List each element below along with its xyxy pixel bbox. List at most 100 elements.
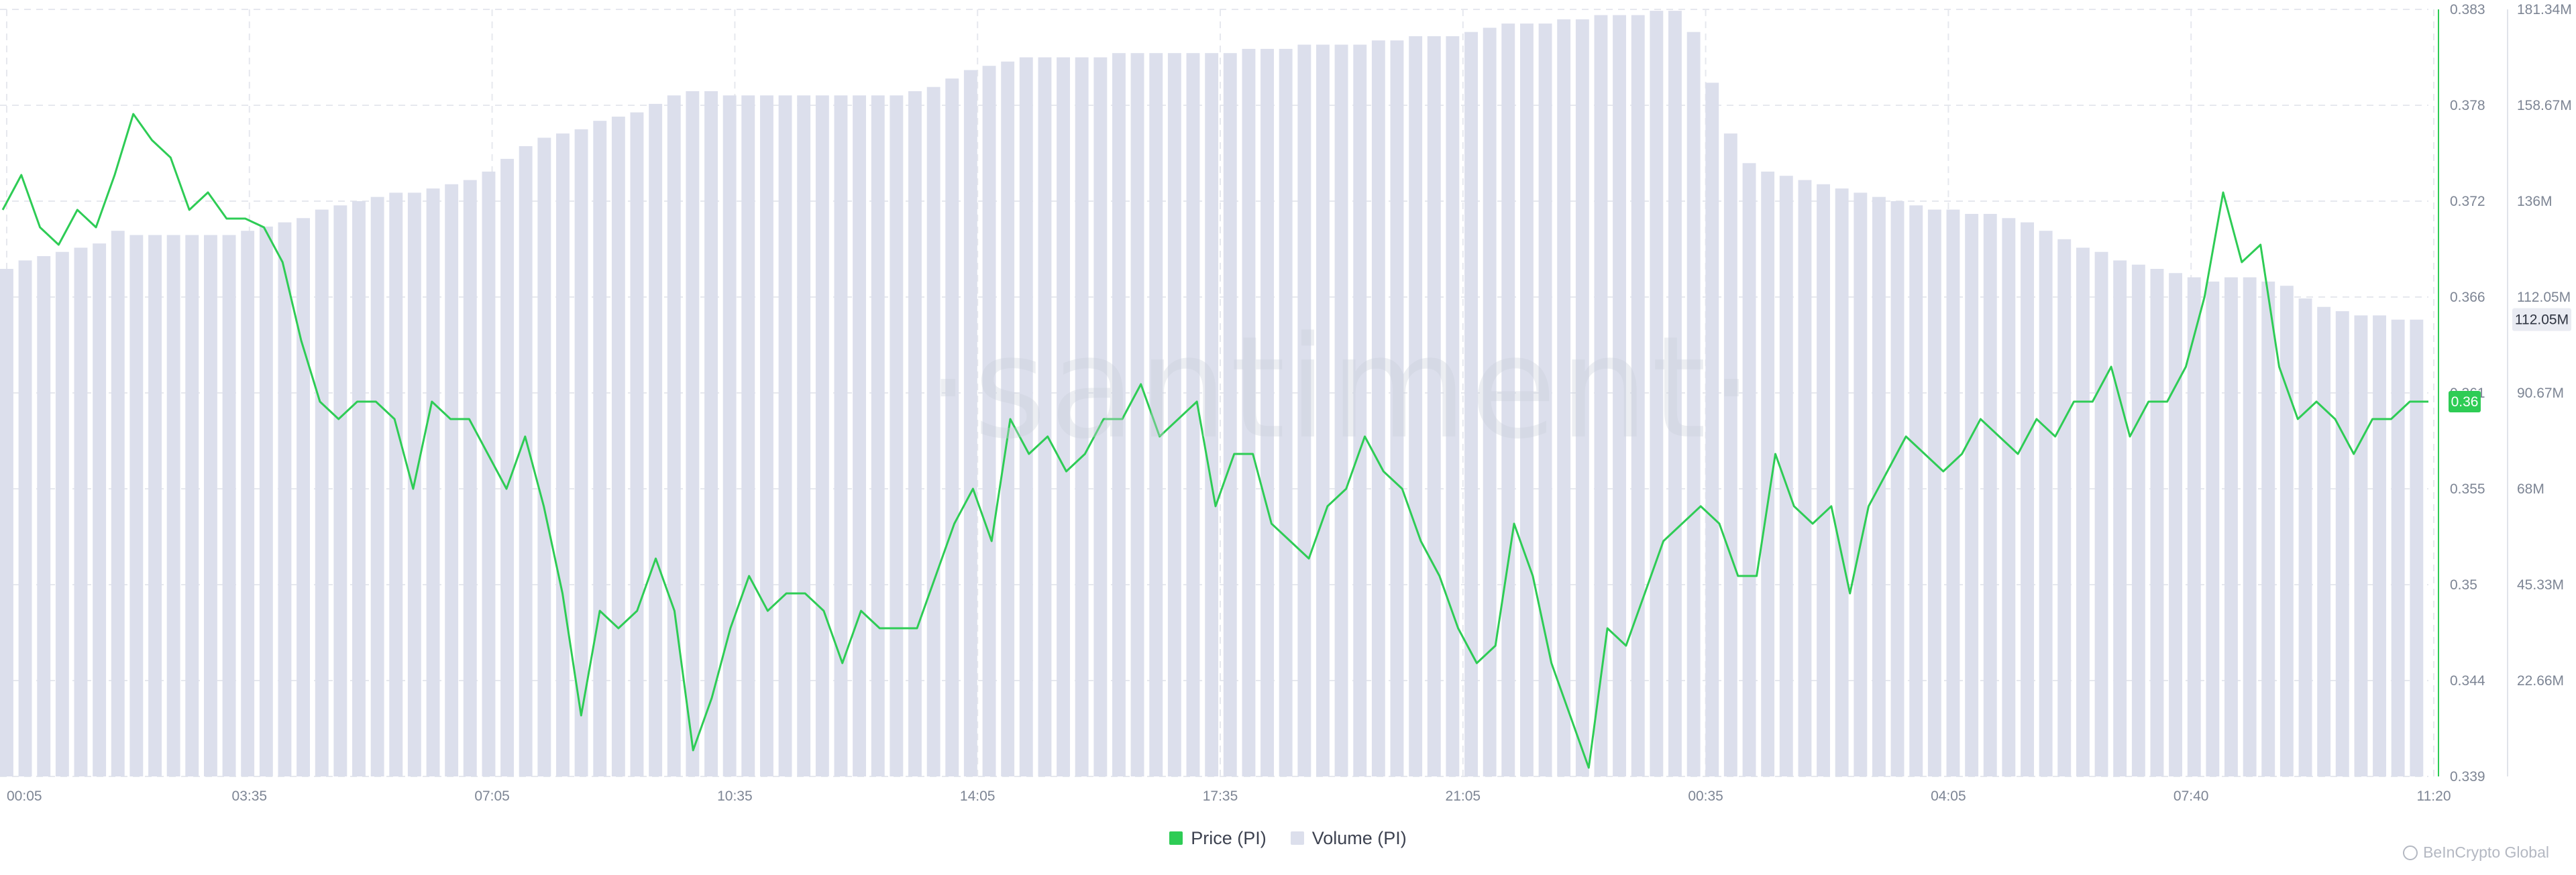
volume-bar <box>519 146 533 776</box>
volume-bar <box>1483 27 1497 776</box>
volume-bar <box>204 235 217 776</box>
volume-bar <box>2021 222 2034 777</box>
legend-item-price[interactable]: Price (PI) <box>1169 828 1267 849</box>
volume-bar <box>1057 57 1070 776</box>
volume-bar <box>148 235 162 776</box>
volume-bar <box>2391 319 2405 776</box>
volume-bar <box>1242 48 1256 776</box>
last-price-label: 0.36 <box>2451 394 2479 410</box>
volume-bar <box>1409 36 1423 776</box>
volume-bar <box>185 235 199 776</box>
volume-bar <box>352 201 366 776</box>
last-volume-label: 112.05M <box>2515 312 2569 328</box>
volume-bar <box>686 91 700 776</box>
legend-swatch-price <box>1169 831 1183 845</box>
volume-bar <box>1575 19 1589 776</box>
volume-bar <box>574 129 588 777</box>
volume-bar <box>1205 53 1219 777</box>
volume-bar <box>593 121 607 776</box>
x-tick-label: 00:05 <box>7 789 42 804</box>
volume-bar <box>278 222 292 777</box>
volume-bar <box>630 112 644 777</box>
credit-text: BeInCrypto Global <box>2423 843 2549 861</box>
volume-bar <box>1371 40 1385 776</box>
volume-bar <box>1520 23 1534 777</box>
x-tick-label: 21:05 <box>1446 789 1481 804</box>
volume-bar <box>1946 209 1960 777</box>
price-line <box>1 113 2428 769</box>
volume-bar <box>389 192 403 776</box>
volume-bar <box>241 231 255 776</box>
volume-bar <box>1965 214 1979 776</box>
x-tick-label: 17:35 <box>1203 789 1238 804</box>
x-tick-label: 00:35 <box>1688 789 1723 804</box>
volume-bar <box>297 218 310 776</box>
x-tick-label: 07:40 <box>2174 789 2209 804</box>
volume-bar <box>18 260 32 776</box>
volume-bar <box>797 95 811 777</box>
volume-bar <box>315 209 329 777</box>
volume-bar <box>834 95 848 777</box>
volume-bar <box>871 95 885 777</box>
volume-bar <box>37 256 51 776</box>
volume-bar <box>1149 53 1163 777</box>
volume-bar <box>222 235 236 776</box>
volume-bar <box>1890 201 1904 776</box>
volume-bar <box>2039 231 2053 776</box>
volume-tick-label: 22.66M <box>2517 673 2564 689</box>
volume-bar <box>2354 315 2368 776</box>
volume-bar <box>926 86 941 777</box>
volume-bar <box>1390 40 1404 776</box>
beincrypto-logo-icon <box>2403 845 2418 860</box>
volume-bar <box>1112 53 1126 777</box>
volume-bar <box>1297 44 1311 777</box>
legend-item-volume[interactable]: Volume (PI) <box>1290 827 1407 849</box>
beincrypto-credit: BeInCrypto Global <box>2403 843 2549 862</box>
volume-tick-label: 181.34M <box>2517 2 2572 17</box>
price-tick-label: 0.378 <box>2450 98 2485 113</box>
volume-bar <box>129 235 144 776</box>
last-price-badge <box>2449 391 2481 412</box>
volume-bar <box>1260 48 1274 776</box>
volume-bar <box>704 91 718 776</box>
volume-bar <box>0 269 13 776</box>
volume-bar <box>1557 19 1571 776</box>
volume-bar <box>1093 57 1108 776</box>
volume-bar <box>1446 36 1460 776</box>
price-tick-label: 0.339 <box>2450 769 2485 784</box>
legend-label-volume: Volume (PI) <box>1311 827 1407 848</box>
volume-bar <box>963 70 977 776</box>
volume-bar <box>2317 306 2331 776</box>
volume-bar <box>2261 281 2275 776</box>
volume-bar <box>370 196 384 776</box>
volume-bar <box>55 251 69 776</box>
volume-bar <box>1334 44 1348 777</box>
price-tick-label: 0.35 <box>2450 577 2477 593</box>
volume-bar <box>333 205 347 776</box>
volume-bar <box>649 103 663 776</box>
volume-bar <box>1668 11 1682 777</box>
volume-tick-label: 68M <box>2517 481 2544 497</box>
volume-bar <box>1817 184 1830 776</box>
volume-bar <box>2243 277 2257 777</box>
volume-bar <box>1075 57 1089 776</box>
x-tick-label: 14:05 <box>960 789 996 804</box>
volume-bar <box>2002 218 2016 776</box>
volume-bar <box>2187 277 2201 777</box>
volume-bar <box>1353 44 1367 777</box>
volume-tick-label: 136M <box>2517 194 2553 209</box>
volume-bar <box>445 184 459 776</box>
volume-bar <box>1130 53 1144 777</box>
volume-bar <box>1705 82 1719 776</box>
last-volume-badge <box>2512 308 2571 331</box>
volume-bar <box>500 158 514 776</box>
volume-bar <box>111 231 125 776</box>
volume-bar <box>1927 209 1941 777</box>
price-tick-label: 0.366 <box>2450 290 2485 305</box>
volume-bar <box>722 95 737 777</box>
volume-bar <box>556 133 570 777</box>
price-tick-label: 0.355 <box>2450 481 2485 497</box>
volume-bar <box>611 116 625 776</box>
